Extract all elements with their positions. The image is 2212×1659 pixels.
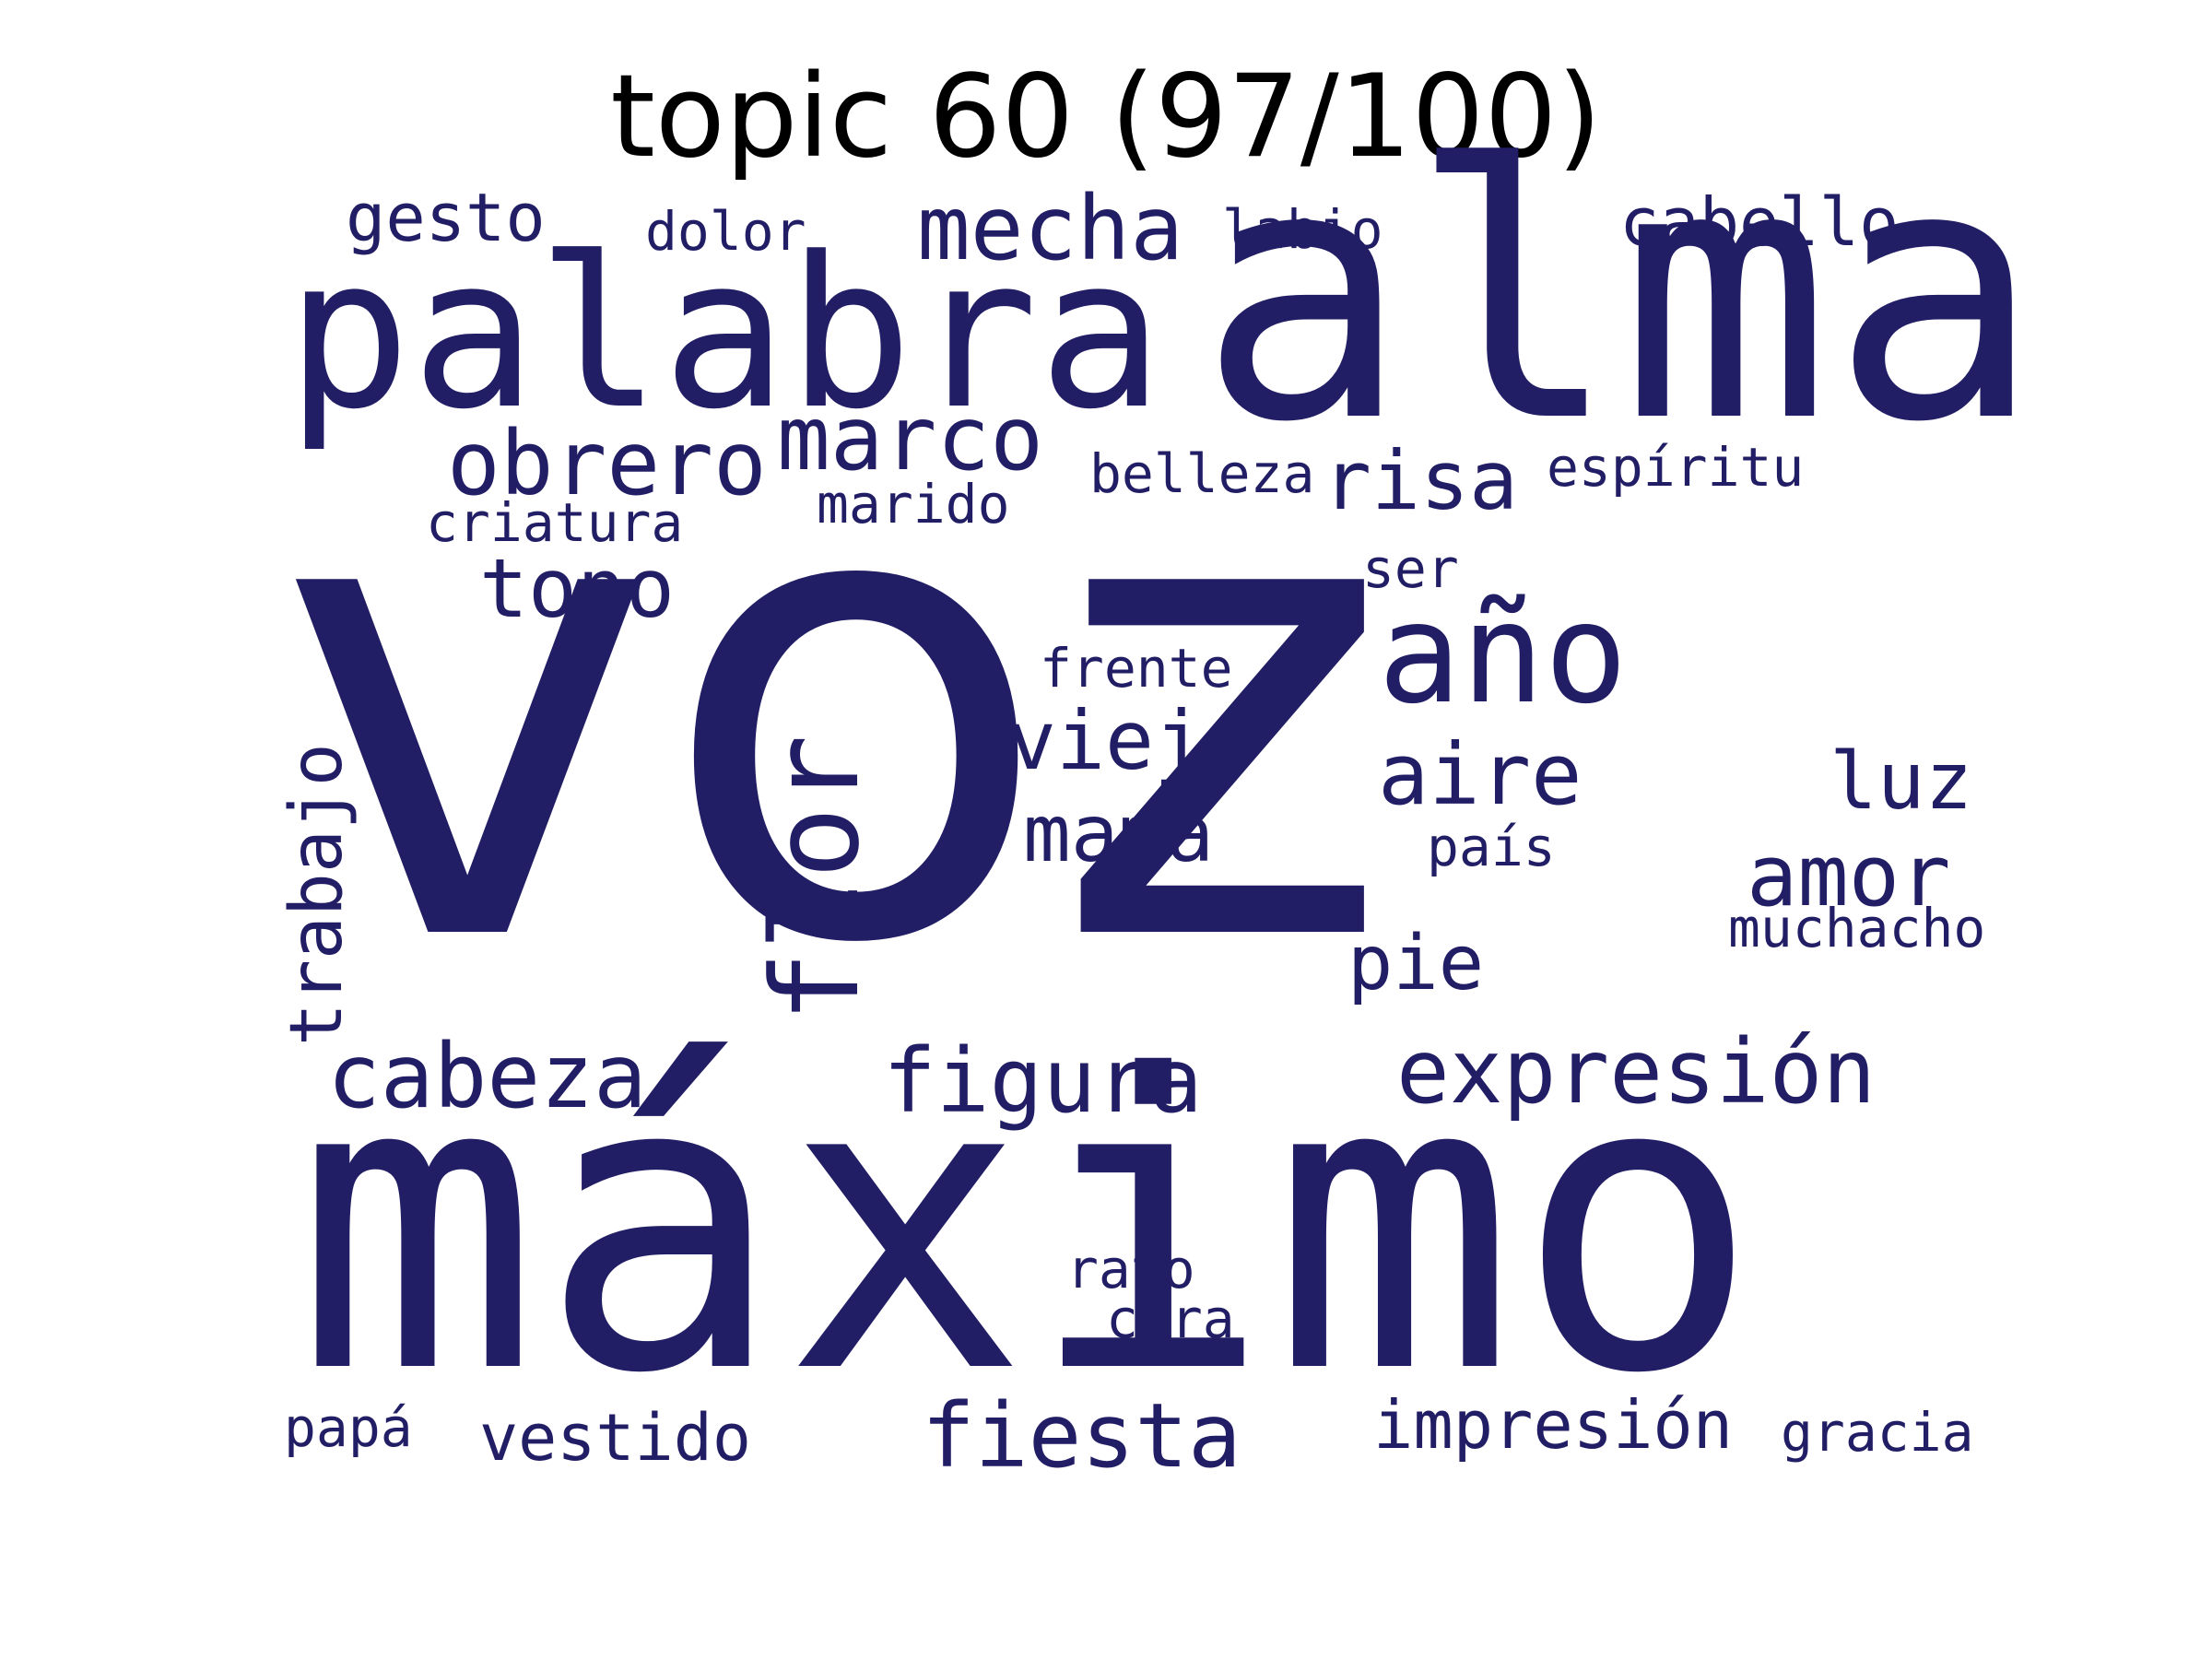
word-muchacho: muchacho: [1728, 897, 1986, 959]
word-luz: luz: [1830, 735, 1973, 828]
word-alma: alma: [1198, 90, 2042, 499]
word-labio: labio: [1222, 198, 1383, 261]
word-ano: año: [1378, 574, 1628, 735]
word-frente: frente: [1040, 637, 1233, 700]
word-dolor: dolor: [645, 200, 806, 263]
word-marco: marco: [777, 387, 1043, 490]
word-gracia: gracia: [1781, 1401, 1974, 1464]
word-voz: voz: [276, 334, 1392, 1085]
word-ser: ser: [1362, 537, 1459, 600]
word-cabeza: cabeza: [327, 1025, 647, 1128]
word-criatura: criatura: [426, 491, 684, 554]
word-marido: marido: [817, 473, 1010, 535]
word-obrero: obrero: [447, 412, 767, 515]
word-espiritu: espíritu: [1547, 436, 1805, 499]
word-vestido: vestido: [479, 1400, 752, 1476]
word-impresion: impresión: [1373, 1386, 1734, 1464]
word-pais: país: [1427, 816, 1556, 878]
chart-title: topic 60 (97/100): [610, 51, 1602, 183]
word-mecha: mecha: [917, 177, 1183, 280]
word-fiesta: fiesta: [922, 1384, 1241, 1488]
word-trabajo: trabajo: [276, 743, 359, 1046]
word-palabra: palabra: [286, 213, 1164, 455]
word-gesto: gesto: [346, 179, 546, 256]
word-mama: mamá: [1023, 788, 1215, 880]
word-belleza: belleza: [1089, 442, 1315, 505]
word-viejo: viejo: [1007, 693, 1252, 788]
word-risa: risa: [1323, 433, 1518, 528]
word-figura: figura: [883, 1030, 1203, 1133]
word-pie: pie: [1347, 920, 1485, 1007]
word-tono: tono: [479, 541, 675, 636]
word-maximo: máximo: [295, 990, 1760, 1462]
word-aire: aire: [1378, 725, 1583, 824]
word-cabello: cabello: [1619, 183, 1900, 261]
word-cara: cara: [1106, 1288, 1235, 1350]
word-flor: flor: [746, 734, 886, 1023]
word-rato: rato: [1066, 1238, 1195, 1300]
word-amor: amor: [1747, 827, 1951, 925]
word-papa: papá: [284, 1396, 413, 1459]
word-expresion: expresión: [1396, 1020, 1877, 1124]
